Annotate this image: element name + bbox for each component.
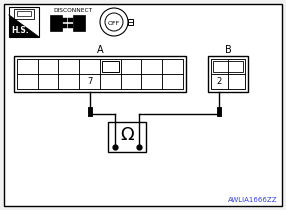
Bar bbox=[228, 74, 245, 89]
Bar bbox=[62, 18, 67, 22]
Text: H.S.: H.S. bbox=[12, 26, 29, 35]
Text: OFF: OFF bbox=[108, 21, 120, 25]
Bar bbox=[17, 59, 38, 74]
Bar bbox=[121, 74, 142, 89]
Bar bbox=[228, 59, 245, 74]
Bar bbox=[79, 74, 100, 89]
Bar bbox=[14, 56, 186, 92]
Bar bbox=[208, 56, 248, 92]
Bar bbox=[38, 74, 59, 89]
Bar bbox=[14, 9, 34, 19]
Bar bbox=[102, 61, 119, 72]
Bar bbox=[142, 59, 162, 74]
Text: A: A bbox=[97, 45, 103, 55]
Polygon shape bbox=[9, 15, 39, 37]
Bar bbox=[62, 24, 67, 28]
Bar bbox=[68, 24, 73, 28]
Bar bbox=[142, 74, 162, 89]
Bar bbox=[38, 59, 59, 74]
Bar bbox=[211, 59, 228, 74]
Bar bbox=[211, 59, 245, 89]
Bar bbox=[59, 74, 79, 89]
Bar bbox=[17, 74, 38, 89]
Text: AWLIA1666ZZ: AWLIA1666ZZ bbox=[229, 197, 278, 203]
Text: 7: 7 bbox=[87, 77, 92, 86]
Bar bbox=[100, 59, 121, 74]
Bar bbox=[59, 59, 79, 74]
Text: B: B bbox=[225, 45, 231, 55]
Text: DISCONNECT: DISCONNECT bbox=[53, 8, 93, 13]
Bar bbox=[100, 74, 121, 89]
Bar bbox=[162, 59, 183, 74]
Bar bbox=[17, 59, 183, 89]
Text: 2: 2 bbox=[217, 77, 222, 86]
Bar bbox=[162, 74, 183, 89]
Bar bbox=[128, 19, 133, 25]
Bar bbox=[50, 15, 62, 31]
Text: Ω: Ω bbox=[120, 126, 134, 144]
Bar bbox=[17, 11, 31, 16]
Bar bbox=[211, 74, 228, 89]
Bar bbox=[213, 61, 243, 72]
Bar bbox=[68, 18, 73, 22]
Bar bbox=[73, 15, 85, 31]
Bar bbox=[9, 7, 39, 37]
Bar bbox=[108, 122, 146, 152]
Bar bbox=[121, 59, 142, 74]
Bar bbox=[79, 59, 100, 74]
